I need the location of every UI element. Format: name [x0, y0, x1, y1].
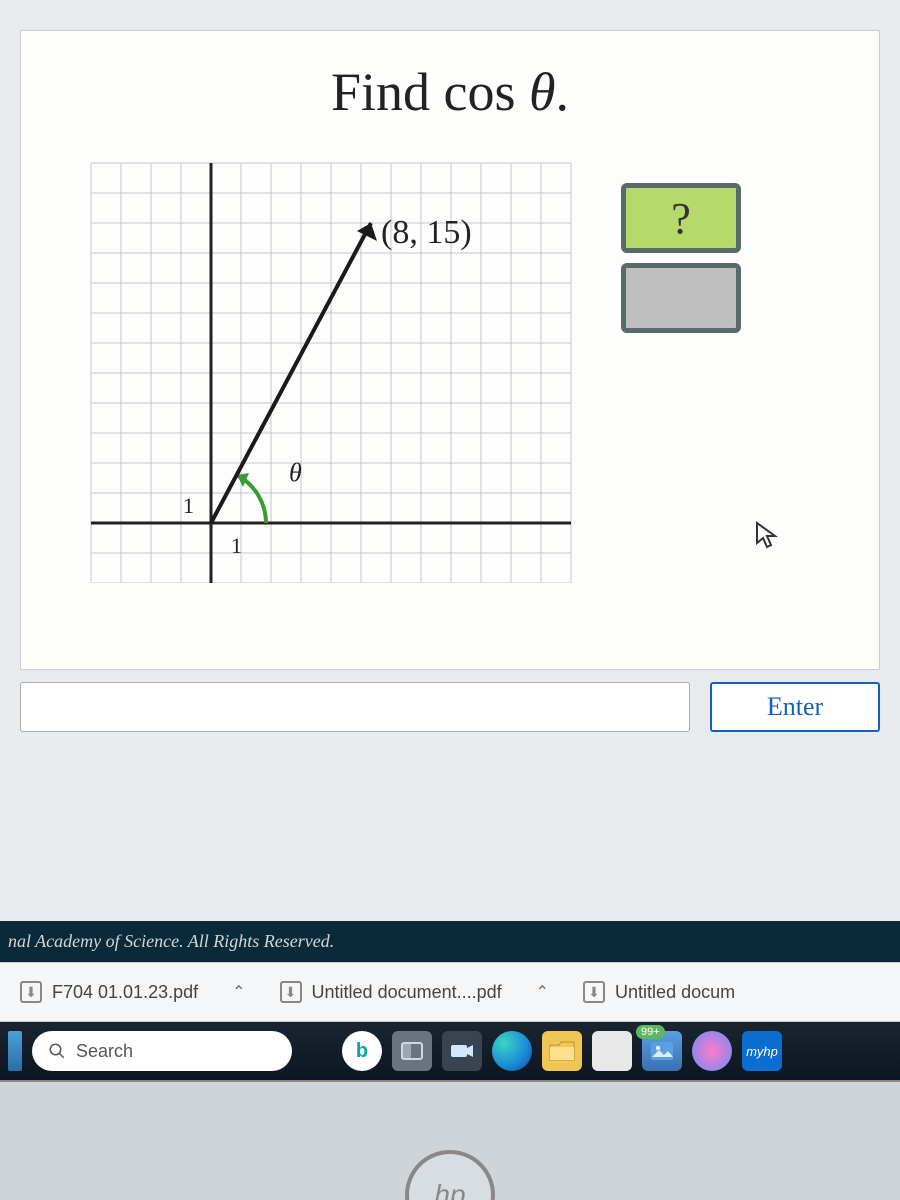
photos-app-icon[interactable]: 99+: [642, 1031, 682, 1071]
copilot-icon[interactable]: [692, 1031, 732, 1071]
laptop-bezel: hp: [0, 1080, 900, 1200]
numerator-input[interactable]: ?: [621, 183, 741, 253]
search-icon: [48, 1042, 66, 1060]
windows-taskbar: Search b 99+ myhp: [0, 1022, 900, 1080]
downloads-bar: ⬇ F704 01.01.23.pdf ⌃ ⬇ Untitled documen…: [0, 962, 900, 1022]
graph-and-answer-row: (8, 15) θ 1 1 ?: [41, 143, 859, 583]
enter-button[interactable]: Enter: [710, 682, 880, 732]
download-icon: ⬇: [583, 981, 605, 1003]
denominator-input[interactable]: [621, 263, 741, 333]
answer-text-input[interactable]: [20, 682, 690, 732]
download-item[interactable]: ⬇ Untitled docum: [573, 977, 745, 1007]
search-placeholder: Search: [76, 1041, 133, 1062]
download-filename: Untitled docum: [615, 982, 735, 1003]
answer-entry-row: Enter: [20, 682, 880, 732]
bing-icon[interactable]: b: [342, 1031, 382, 1071]
download-filename: Untitled document....pdf: [312, 982, 502, 1003]
taskbar-search[interactable]: Search: [32, 1031, 292, 1071]
coordinate-graph: (8, 15) θ 1 1: [81, 143, 581, 583]
task-view-icon[interactable]: [392, 1031, 432, 1071]
download-icon: ⬇: [20, 981, 42, 1003]
numerator-placeholder: ?: [671, 193, 691, 244]
graph-svg: (8, 15) θ 1 1: [81, 143, 581, 583]
theta-label: θ: [289, 458, 302, 487]
download-item[interactable]: ⬇ F704 01.01.23.pdf: [10, 977, 208, 1007]
camera-icon[interactable]: [442, 1031, 482, 1071]
hp-logo-icon: hp: [405, 1150, 495, 1200]
myhp-label: myhp: [746, 1044, 778, 1059]
copyright-text: nal Academy of Science. All Rights Reser…: [8, 931, 334, 951]
y-tick-label: 1: [183, 493, 194, 518]
copyright-footer: nal Academy of Science. All Rights Reser…: [0, 921, 900, 962]
download-icon: ⬇: [280, 981, 302, 1003]
content-area: Find cos θ.: [0, 0, 900, 921]
fraction-answer: ?: [621, 183, 741, 333]
file-explorer-icon[interactable]: [542, 1031, 582, 1071]
title-theta: θ: [529, 62, 556, 122]
cursor-icon: [755, 521, 779, 556]
math-problem-panel: Find cos θ.: [20, 30, 880, 670]
download-item[interactable]: ⬇ Untitled document....pdf: [270, 977, 512, 1007]
chevron-up-icon[interactable]: ⌃: [218, 982, 259, 1002]
x-tick-label: 1: [231, 533, 242, 558]
myhp-app-icon[interactable]: myhp: [742, 1031, 782, 1071]
microsoft-store-icon[interactable]: [592, 1031, 632, 1071]
title-prefix: Find cos: [331, 62, 529, 122]
title-suffix: .: [556, 62, 570, 122]
enter-button-label: Enter: [767, 692, 823, 721]
edge-browser-icon[interactable]: [492, 1031, 532, 1071]
notification-badge: 99+: [636, 1025, 665, 1039]
point-label: (8, 15): [381, 214, 472, 251]
problem-title: Find cos θ.: [41, 61, 859, 123]
start-button[interactable]: [8, 1031, 22, 1071]
chevron-up-icon[interactable]: ⌃: [522, 982, 563, 1002]
download-filename: F704 01.01.23.pdf: [52, 982, 198, 1003]
